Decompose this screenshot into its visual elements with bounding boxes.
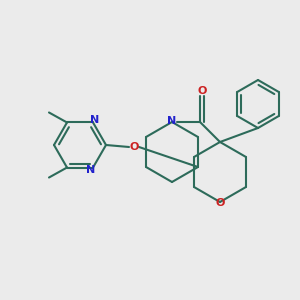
Text: N: N [90,116,100,125]
Text: N: N [86,164,96,175]
Text: O: O [197,86,207,96]
Text: O: O [129,142,139,152]
Text: N: N [167,116,177,126]
Text: O: O [215,198,225,208]
